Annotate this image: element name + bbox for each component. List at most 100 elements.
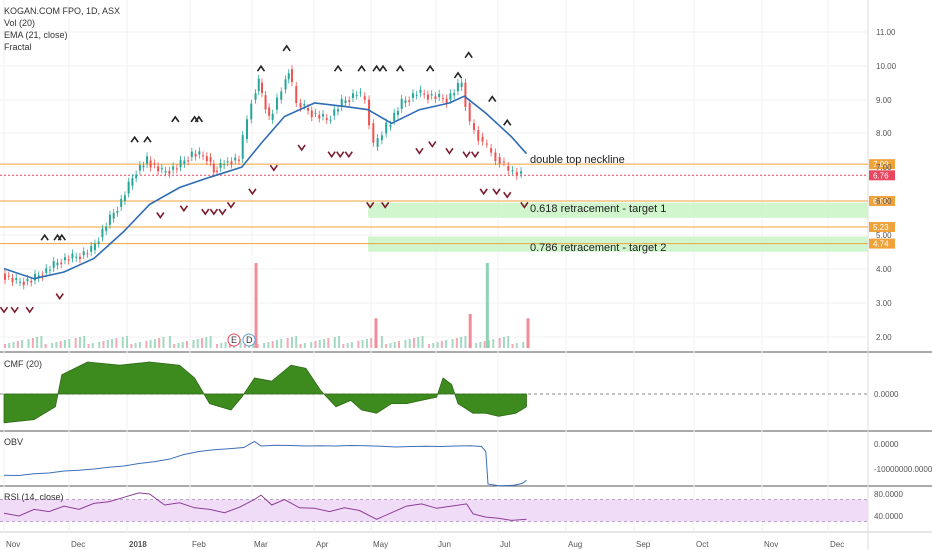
candle-body bbox=[520, 171, 523, 174]
candle-body bbox=[268, 107, 271, 116]
fractal-down-marker bbox=[462, 151, 471, 159]
rsi-title: RSI (14, close) bbox=[4, 492, 64, 502]
candle-body bbox=[56, 262, 59, 266]
volume-bar bbox=[357, 341, 360, 348]
volume-bar bbox=[483, 341, 486, 348]
candle-body bbox=[230, 161, 233, 165]
volume-bar bbox=[303, 343, 306, 348]
volume-bar bbox=[327, 338, 330, 348]
candle-body bbox=[15, 278, 18, 281]
candle-body bbox=[78, 256, 81, 260]
volume-bar bbox=[323, 339, 326, 348]
candle-body bbox=[142, 165, 145, 168]
candle-body bbox=[52, 261, 55, 268]
candle-body bbox=[7, 275, 10, 277]
volume-bar bbox=[455, 338, 458, 348]
candle-body bbox=[511, 170, 514, 172]
volume-bar bbox=[74, 338, 77, 348]
volume-bar bbox=[27, 339, 30, 348]
volume-bar bbox=[168, 336, 171, 348]
volume-bar bbox=[271, 341, 274, 348]
volume-bar bbox=[385, 344, 388, 348]
y-tick-label: 11.00 bbox=[876, 28, 896, 37]
candle-body bbox=[63, 257, 66, 261]
volume-spike-bar bbox=[374, 318, 378, 348]
candle-body bbox=[135, 174, 138, 179]
volume-bar bbox=[290, 337, 293, 348]
fractal-up-marker bbox=[282, 44, 291, 52]
candle-body bbox=[86, 253, 89, 255]
volume-spike-bar bbox=[485, 263, 489, 348]
volume-bar bbox=[365, 339, 368, 348]
candle-body bbox=[131, 178, 134, 186]
volume-bar bbox=[239, 339, 242, 348]
volume-bar bbox=[51, 343, 54, 348]
indicator-tick-label: 80.0000 bbox=[874, 490, 903, 499]
fractal-up-marker bbox=[40, 233, 49, 241]
indicator-tick-label: 40.0000 bbox=[874, 512, 903, 521]
candle-body bbox=[127, 181, 130, 194]
volume-bar bbox=[106, 340, 109, 348]
candle-body bbox=[71, 253, 74, 259]
fractal-up-marker bbox=[130, 135, 139, 143]
x-tick-label: Oct bbox=[696, 540, 709, 549]
earnings-marker[interactable] bbox=[227, 333, 241, 347]
candle-body bbox=[194, 153, 197, 157]
fractal-down-marker bbox=[218, 208, 227, 216]
fractal-down-marker bbox=[503, 191, 512, 199]
candle-body bbox=[404, 100, 407, 103]
candle-body bbox=[515, 172, 518, 176]
candle-body bbox=[481, 136, 484, 142]
candle-body bbox=[287, 73, 290, 80]
volume-bar bbox=[21, 340, 24, 348]
volume-bar bbox=[145, 341, 148, 348]
volume-bar bbox=[275, 340, 278, 348]
indicator-tick-label: -10000000.0000 bbox=[874, 465, 932, 474]
candle-body bbox=[237, 159, 240, 161]
candle-body bbox=[385, 122, 388, 134]
volume-bar bbox=[186, 341, 189, 348]
fractal-down-marker bbox=[179, 205, 189, 213]
volume-bar bbox=[318, 340, 321, 348]
candle-body bbox=[494, 152, 497, 162]
volume-bar bbox=[475, 343, 478, 348]
volume-spike-bar bbox=[526, 318, 530, 348]
x-tick-label: Jun bbox=[438, 540, 451, 549]
rsi-band bbox=[0, 499, 868, 522]
rsi-line bbox=[3, 492, 527, 521]
candle-body bbox=[380, 135, 383, 141]
fractal-down-marker bbox=[269, 164, 278, 172]
volume-bar bbox=[280, 339, 283, 348]
candle-body bbox=[11, 277, 14, 283]
candle-body bbox=[245, 119, 248, 140]
x-tick-label: May bbox=[373, 540, 388, 549]
candle-body bbox=[271, 113, 274, 120]
candle-body bbox=[275, 97, 278, 110]
candle-body bbox=[290, 69, 293, 83]
price-level-tag bbox=[869, 159, 895, 170]
volume-bar bbox=[201, 338, 204, 348]
volume-bar bbox=[346, 343, 349, 348]
x-tick-label: Nov bbox=[764, 540, 778, 549]
volume-bar bbox=[78, 337, 81, 348]
candle-body bbox=[426, 94, 429, 100]
price-level-tag bbox=[869, 222, 895, 233]
fractal-up-marker bbox=[143, 135, 152, 143]
volume-spike-bar bbox=[254, 263, 258, 348]
volume-bar bbox=[158, 338, 161, 348]
fractal-down-marker bbox=[520, 201, 529, 209]
candle-body bbox=[280, 91, 283, 100]
candle-body bbox=[307, 108, 310, 111]
volume-bar bbox=[177, 343, 180, 348]
dividend-marker[interactable] bbox=[242, 333, 256, 347]
volume-bar bbox=[55, 342, 58, 348]
x-tick-label: Nov bbox=[6, 540, 20, 549]
candle-body bbox=[198, 151, 201, 155]
fractal-down-marker bbox=[428, 141, 437, 148]
volume-bar bbox=[310, 342, 313, 348]
fractal-up-marker bbox=[503, 118, 512, 126]
indicator-tick-label: 0.0000 bbox=[874, 440, 899, 449]
fractal-up-marker bbox=[57, 233, 66, 241]
x-tick-label: Dec bbox=[830, 540, 844, 549]
study-fractal: Fractal bbox=[4, 42, 32, 52]
